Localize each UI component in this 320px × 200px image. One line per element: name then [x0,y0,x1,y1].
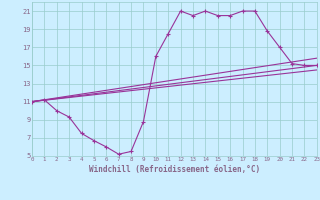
X-axis label: Windchill (Refroidissement éolien,°C): Windchill (Refroidissement éolien,°C) [89,165,260,174]
